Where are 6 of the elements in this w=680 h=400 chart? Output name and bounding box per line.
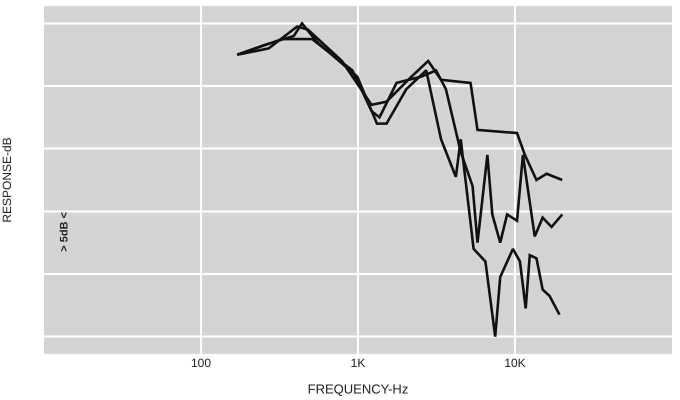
x-axis-title: FREQUENCY-Hz: [308, 382, 408, 397]
x-tick-label: 1K: [350, 356, 366, 370]
x-tick-label: 10K: [504, 356, 526, 370]
x-tick-label: 100: [190, 356, 212, 370]
y-axis-title: RESPONSE-dB: [0, 137, 14, 223]
annotation: > 5dB <: [58, 212, 70, 252]
